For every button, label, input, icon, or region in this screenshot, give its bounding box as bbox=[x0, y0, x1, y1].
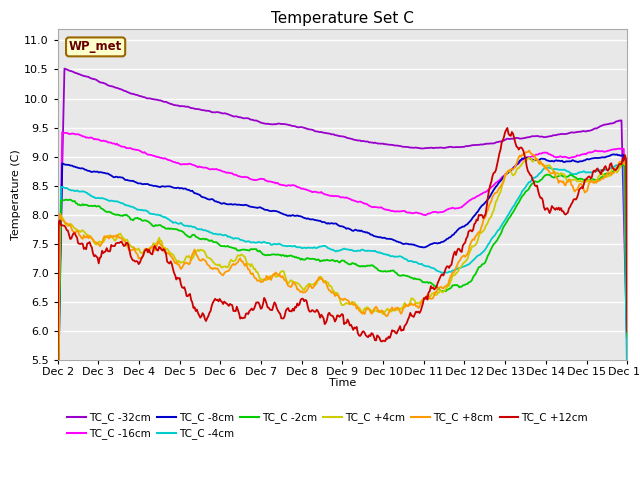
Text: WP_met: WP_met bbox=[69, 40, 122, 53]
X-axis label: Time: Time bbox=[329, 378, 356, 388]
Legend: TC_C -32cm, TC_C -16cm, TC_C -8cm, TC_C -4cm, TC_C -2cm, TC_C +4cm, TC_C +8cm, T: TC_C -32cm, TC_C -16cm, TC_C -8cm, TC_C … bbox=[63, 408, 592, 444]
Title: Temperature Set C: Temperature Set C bbox=[271, 11, 414, 26]
Y-axis label: Temperature (C): Temperature (C) bbox=[11, 149, 21, 240]
